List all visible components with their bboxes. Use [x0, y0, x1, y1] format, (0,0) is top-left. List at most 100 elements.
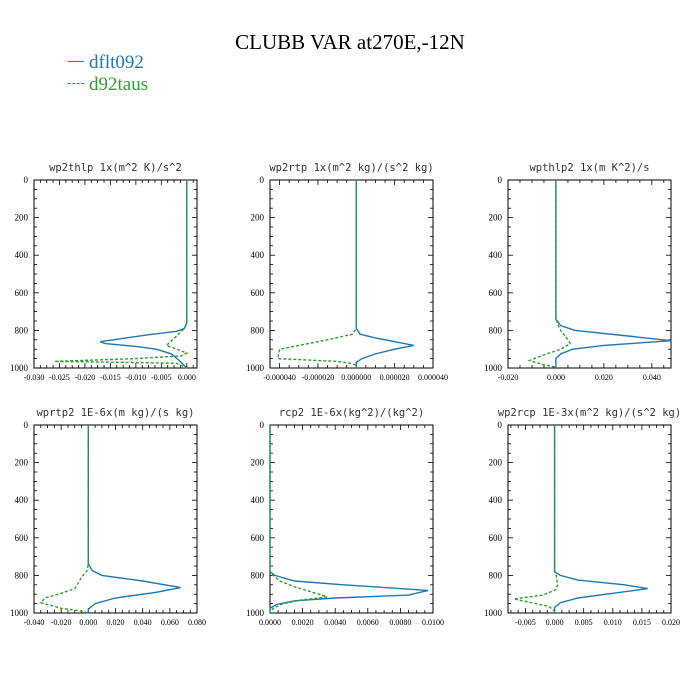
- x-tick-label: -0.020: [498, 373, 519, 382]
- y-tick-label: 400: [251, 250, 265, 260]
- plot-frame: [269, 179, 434, 369]
- y-tick-label: 200: [489, 458, 503, 468]
- y-tick-label: 400: [489, 495, 503, 505]
- page-title: CLUBB VAR at270E,-12N: [235, 30, 465, 54]
- y-tick-label: 1000: [484, 608, 503, 618]
- y-tick-label: 0: [498, 175, 503, 185]
- x-tick-label: 0.000: [547, 373, 565, 382]
- y-tick-label: 400: [15, 250, 29, 260]
- chart-panel: wp2rcp 1E-3x(m^2 kg)/(s^2 kg)0 200 400 600 8…: [484, 407, 681, 627]
- x-tick-label: 0.0100: [422, 618, 444, 627]
- y-tick-label: 600: [251, 533, 265, 543]
- y-tick-label: 1000: [246, 363, 265, 373]
- y-tick-label: 0: [24, 175, 29, 185]
- y-tick-label: 0: [498, 420, 503, 430]
- chart-panel: rcp2 1E-6x(kg^2)/(kg^2) 0 200 400 600 800 1000…: [246, 407, 444, 627]
- y-tick-label: 600: [489, 533, 503, 543]
- y-tick-label: 400: [489, 250, 503, 260]
- legend-label: d92taus: [89, 74, 149, 95]
- chart-title: wprtp2 1E-6x(m kg)/(s kg): [36, 407, 194, 419]
- chart-title: wpthlp2 1x(m K^2)/s: [529, 162, 649, 174]
- x-tick-label: -0.000020: [302, 373, 335, 382]
- series-line-dflt092: [99, 180, 188, 369]
- x-tick-label: -0.030: [24, 373, 45, 382]
- y-tick-label: 200: [251, 458, 265, 468]
- y-tick-label: 800: [15, 570, 29, 580]
- series-line-dflt092: [555, 180, 672, 368]
- y-tick-label: 0: [260, 420, 265, 430]
- x-tick-label: 0.040: [134, 618, 152, 627]
- y-tick-label: 200: [15, 213, 29, 223]
- x-tick-label: 0.0060: [357, 618, 379, 627]
- y-tick-label: 600: [251, 288, 265, 298]
- y-tick-label: 800: [251, 570, 265, 580]
- x-tick-label: 0.060: [161, 618, 179, 627]
- x-tick-label: 0.0080: [389, 618, 411, 627]
- y-tick-label: 1000: [10, 363, 29, 373]
- x-tick-label: 0.020: [662, 618, 680, 627]
- legend-item-dflt092: dflt092: [68, 52, 144, 74]
- series-line-dflt092: [553, 425, 648, 613]
- chart-title: rcp2 1E-6x(kg^2)/(kg^2): [279, 407, 424, 419]
- y-tick-label: 400: [15, 495, 29, 505]
- y-tick-label: 0: [260, 175, 265, 185]
- x-tick-label: 0.0020: [292, 618, 314, 627]
- x-tick-label: 0.005: [575, 618, 593, 627]
- y-tick-label: 600: [15, 288, 29, 298]
- x-tick-label: 0.010: [604, 618, 622, 627]
- chart-panel: wpthlp2 1x(m K^2)/s 0 200 400 600 800 1000-0.0…: [484, 162, 672, 382]
- x-tick-label: -0.005: [515, 618, 536, 627]
- x-tick-label: 0.020: [107, 618, 125, 627]
- chart-title: wp2rcp 1E-3x(m^2 kg)/(s^2 kg): [498, 407, 681, 419]
- series-line-d92taus: [276, 180, 357, 368]
- y-tick-label: 400: [251, 495, 265, 505]
- chart-panel: wp2thlp 1x(m^2 K)/s^202004006008001000-0…: [10, 162, 198, 382]
- y-tick-label: 800: [489, 570, 503, 580]
- chart-title: wp2thlp 1x(m^2 K)/s^2: [49, 162, 182, 174]
- x-tick-label: 0.080: [188, 618, 206, 627]
- x-tick-label: -0.005: [151, 373, 172, 382]
- chart-panel: wprtp2 1E-6x(m kg)/(s kg) 0 200 400 600 800 10…: [10, 407, 206, 627]
- legend-label: dflt092: [89, 52, 144, 73]
- x-tick-label: 0.000020: [380, 373, 410, 382]
- legend-swatch: [68, 83, 84, 85]
- x-tick-label: -0.010: [126, 373, 147, 382]
- series-line-d92taus: [39, 425, 90, 614]
- y-tick-label: 600: [489, 288, 503, 298]
- series-line-d92taus: [54, 180, 189, 369]
- y-tick-label: 800: [15, 325, 29, 335]
- series-line-d92taus: [527, 180, 572, 368]
- x-tick-label: 0.000: [79, 618, 97, 627]
- series-line-dflt092: [269, 425, 429, 613]
- series-line-dflt092: [355, 180, 414, 368]
- y-tick-label: 1000: [246, 608, 265, 618]
- x-tick-label: 0.000: [178, 373, 196, 382]
- y-tick-label: 200: [251, 213, 265, 223]
- plot-frame: [507, 179, 672, 369]
- x-tick-label: -0.025: [49, 373, 70, 382]
- x-tick-label: 0.0000: [259, 618, 281, 627]
- y-tick-label: 200: [15, 458, 29, 468]
- x-tick-label: 0.0040: [324, 618, 346, 627]
- x-tick-label: -0.015: [100, 373, 121, 382]
- y-tick-label: 1000: [10, 608, 29, 618]
- x-tick-label: 0.000040: [418, 373, 448, 382]
- x-tick-label: 0.000: [546, 618, 564, 627]
- y-tick-label: 0: [24, 420, 29, 430]
- x-tick-label: 0.020: [595, 373, 613, 382]
- series-line-d92taus: [269, 425, 328, 614]
- y-tick-label: 200: [489, 213, 503, 223]
- plot-frame: [33, 424, 198, 614]
- chart-title: wp2rtp 1x(m^2 kg)/(s^2 kg): [269, 162, 433, 174]
- x-tick-label: 0.015: [633, 618, 651, 627]
- y-tick-label: 600: [15, 533, 29, 543]
- series-line-dflt092: [87, 425, 181, 613]
- x-tick-label: -0.040: [24, 618, 45, 627]
- legend-swatch: [68, 61, 84, 63]
- x-tick-label: 0.000000: [341, 373, 371, 382]
- y-tick-label: 800: [489, 325, 503, 335]
- plot-frame: [507, 424, 672, 614]
- x-tick-label: -0.020: [75, 373, 96, 382]
- y-tick-label: 1000: [484, 363, 503, 373]
